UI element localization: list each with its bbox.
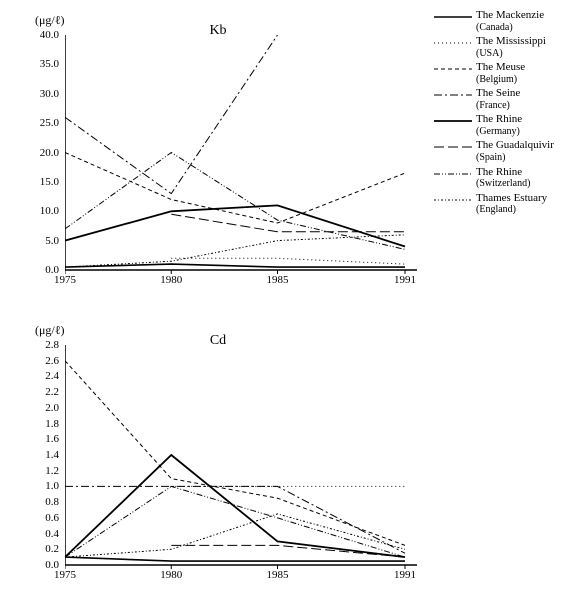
y-tick-label: 1.0 — [0, 480, 59, 492]
page: The Mackenzie(Canada)The Mississippi(USA… — [0, 0, 565, 599]
y-tick-label: 1.6 — [0, 433, 59, 445]
y-tick-label: 0.8 — [0, 496, 59, 508]
series-mackenzie — [65, 557, 405, 561]
y-tick-label: 0.2 — [0, 543, 59, 555]
y-tick-label: 0.4 — [0, 528, 59, 540]
chart-cd: (μg/ℓ)Cd0.00.20.40.60.81.01.21.41.61.82.… — [0, 0, 565, 599]
series-rhine_ch — [65, 486, 405, 557]
series-meuse — [65, 361, 405, 546]
y-tick-label: 2.6 — [0, 355, 59, 367]
series-rhine_de — [65, 455, 405, 557]
y-tick-label: 1.4 — [0, 449, 59, 461]
plot-area — [65, 345, 425, 575]
y-tick-label: 2.0 — [0, 402, 59, 414]
y-tick-label: 0.0 — [0, 559, 59, 571]
y-tick-label: 1.8 — [0, 418, 59, 430]
y-axis-label: (μg/ℓ) — [35, 323, 65, 338]
y-tick-label: 2.4 — [0, 370, 59, 382]
series-guadalquivir — [171, 545, 405, 557]
y-tick-label: 0.6 — [0, 512, 59, 524]
series-seine — [65, 486, 405, 553]
y-tick-label: 2.8 — [0, 339, 59, 351]
y-tick-label: 2.2 — [0, 386, 59, 398]
y-tick-label: 1.2 — [0, 465, 59, 477]
